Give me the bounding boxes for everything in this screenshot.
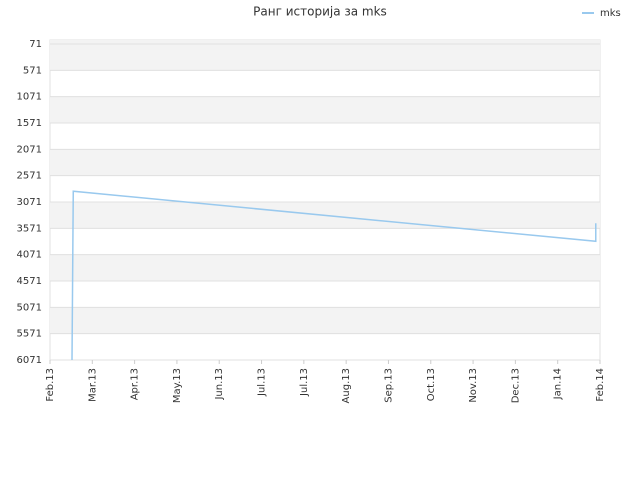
x-tick-label: Jun.13 bbox=[214, 368, 225, 401]
x-tick-label: Mar.13 bbox=[87, 368, 98, 402]
x-tick-label: Apr.13 bbox=[130, 368, 141, 400]
y-tick-label: 1071 bbox=[17, 92, 42, 103]
line bbox=[71, 190, 597, 361]
x-tick-label: Jul.13 bbox=[299, 368, 310, 397]
y-tick-label: 3571 bbox=[17, 223, 42, 234]
y-tick-label: 5571 bbox=[17, 329, 42, 340]
grid-band bbox=[50, 254, 600, 281]
y-tick-label: 2571 bbox=[17, 171, 42, 182]
x-tick-label: Dec.13 bbox=[510, 368, 521, 403]
y-tick-label: 4571 bbox=[17, 276, 42, 287]
chart-title: Ранг историја за mks bbox=[253, 5, 387, 19]
x-tick-label: Aug.13 bbox=[341, 368, 352, 403]
x-tick-label: Nov.13 bbox=[468, 368, 479, 403]
grid-band bbox=[50, 96, 600, 123]
x-tick-label: May.13 bbox=[172, 368, 183, 403]
y-tick-label: 5071 bbox=[17, 302, 42, 313]
grid-band bbox=[50, 149, 600, 176]
y-tick-label: 571 bbox=[23, 65, 42, 76]
x-tick-label: Oct.13 bbox=[426, 368, 437, 401]
x-tick-label: Sep.13 bbox=[383, 368, 394, 403]
y-tick-label: 3071 bbox=[17, 197, 42, 208]
legend-label: mks bbox=[600, 8, 621, 19]
y-tick-label: 6071 bbox=[17, 355, 42, 366]
y-tick-label: 1571 bbox=[17, 118, 42, 129]
x-tick-label: Feb.13 bbox=[45, 368, 56, 402]
plot-background bbox=[49, 39, 601, 361]
y-tick-label: 2071 bbox=[17, 144, 42, 155]
x-tick-label: Jul.13 bbox=[257, 368, 268, 397]
x-tick-label: Jan.14 bbox=[553, 368, 564, 400]
grid-band bbox=[50, 307, 600, 334]
grid-band bbox=[50, 40, 600, 71]
y-tick-label: 4071 bbox=[17, 250, 42, 261]
x-tick-label: Feb.14 bbox=[595, 368, 606, 402]
y-tick-label: 71 bbox=[29, 39, 42, 50]
